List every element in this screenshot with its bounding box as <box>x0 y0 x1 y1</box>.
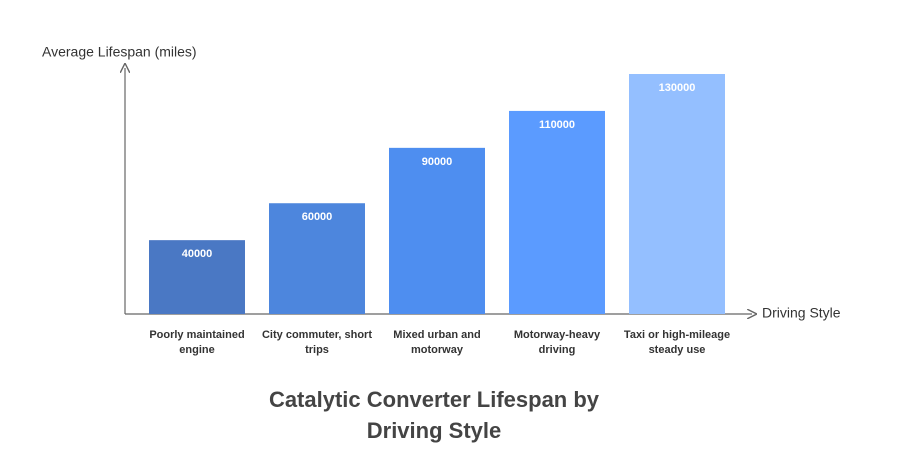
value-label: 40000 <box>182 248 213 260</box>
x-axis-label: Driving Style <box>762 305 841 321</box>
bar <box>389 147 485 314</box>
bar <box>509 110 605 314</box>
value-label: 60000 <box>302 211 333 223</box>
value-label: 110000 <box>539 119 575 131</box>
chart-title: Catalytic Converter Lifespan by Driving … <box>268 387 600 443</box>
x-tick-label: Motorway-heavy driving <box>513 329 601 356</box>
bar <box>629 74 725 314</box>
bar <box>149 240 245 314</box>
x-tick-label: Taxi or high-mileage steady use <box>623 329 731 356</box>
x-tick-label: Poorly maintained engine <box>149 329 245 356</box>
x-tick-label: Mixed urban and motorway <box>393 329 481 356</box>
bar <box>269 203 365 314</box>
y-axis-label: Average Lifespan (miles) <box>42 44 197 60</box>
value-label: 90000 <box>422 156 453 168</box>
x-tick-label: City commuter, short trips <box>261 329 373 356</box>
value-label: 130000 <box>659 82 696 94</box>
